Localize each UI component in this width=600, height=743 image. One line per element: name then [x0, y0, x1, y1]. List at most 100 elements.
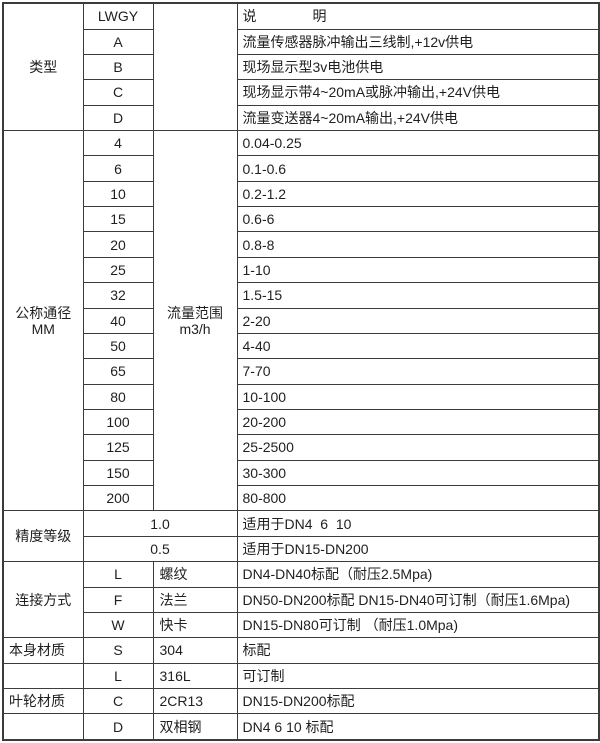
table-row: 0.5 适用于DN15-DN200: [3, 535, 600, 563]
desc-cell: 现场显示带4~20mA或脉冲输出,+24V供电: [236, 79, 600, 106]
table-row: F 法兰 DN50-DN200标配 DN15-DN40可订制（耐压1.6Mpa): [3, 586, 600, 613]
desc-cell: 0.04-0.25: [236, 130, 600, 157]
table-row: 6 0.1-0.6: [3, 155, 600, 182]
desc-cell: 80-800: [236, 485, 600, 512]
table-row: 25 1-10: [3, 256, 600, 284]
code-cell: S: [82, 637, 154, 664]
table-row: 50 4-40: [3, 332, 600, 360]
header-desc-cell: 说 明: [236, 2, 600, 30]
desc-cell: 适用于DN4 6 10: [236, 510, 600, 537]
code-cell: 200: [82, 485, 154, 512]
desc-cell: DN15-DN80可订制 （耐压1.0Mpa): [236, 611, 600, 639]
code-cell: L: [82, 561, 154, 588]
code-cell: 125: [82, 434, 154, 461]
name-cell: 304: [152, 637, 238, 664]
table-row: 32 1.5-15: [3, 282, 600, 309]
desc-cell: 0.6-6: [236, 206, 600, 233]
table-row: 本身材质 S 304 标配: [2, 637, 600, 664]
connection-section-label: 连接方式: [2, 561, 84, 639]
code-cell: 65: [82, 358, 154, 385]
code-cell: 25: [82, 256, 154, 284]
table-row: B 现场显示型3v电池供电: [3, 53, 600, 81]
table-row: 公称通径 MM 4 流量范围 m3/h 0.04-0.25: [2, 130, 600, 512]
table-row: 125 25-2500: [3, 434, 600, 461]
code-cell: B: [82, 53, 154, 81]
table-row: 叶轮材质 C 2CR13 DN15-DN200标配: [2, 687, 600, 715]
table-row: 10 0.2-1.2: [3, 180, 600, 208]
desc-cell: 7-70: [236, 358, 600, 385]
type-empty-cell: [152, 2, 238, 132]
table-row: L 316L 可订制: [2, 662, 600, 689]
desc-cell: DN15-DN200标配: [236, 687, 600, 715]
code-cell: 100: [82, 408, 154, 436]
impeller-material-label: 叶轮材质: [2, 687, 84, 715]
name-cell: 2CR13: [152, 687, 238, 715]
desc-cell: 4-40: [236, 332, 600, 360]
table-row: 150 30-300: [3, 459, 600, 487]
table-row: 40 2-20: [3, 307, 600, 334]
code-cell: 15: [82, 206, 154, 233]
desc-cell: 现场显示型3v电池供电: [236, 53, 600, 81]
table-row: A 流量传感器脉冲输出三线制,+12v供电: [3, 28, 600, 55]
code-cell: C: [82, 687, 154, 715]
code-cell: 20: [82, 231, 154, 258]
code-cell: F: [82, 586, 154, 613]
flow-range-line2: m3/h: [179, 320, 211, 337]
code-cell: 50: [82, 332, 154, 360]
desc-cell: 流量传感器脉冲输出三线制,+12v供电: [236, 28, 600, 55]
accuracy-section-label: 精度等级: [2, 510, 84, 563]
table-row: 15 0.6-6: [3, 206, 600, 233]
desc-cell: 可订制: [236, 662, 600, 689]
desc-cell: DN4 6 10 标配: [236, 713, 600, 741]
code-cell: 6: [82, 155, 154, 182]
desc-cell: 0.8-8: [236, 231, 600, 258]
code-cell: D: [82, 713, 154, 741]
table-row: 连接方式 L 螺纹 DN4-DN40标配（耐压2.5Mpa): [2, 561, 600, 639]
code-cell: 32: [82, 282, 154, 309]
table-row: 80 10-100: [3, 383, 600, 410]
code-cell: L: [82, 662, 154, 689]
code-cell: W: [82, 611, 154, 639]
flow-range-line1: 流量范围: [167, 304, 223, 321]
code-cell: C: [82, 79, 154, 106]
table-row: C 现场显示带4~20mA或脉冲输出,+24V供电: [3, 79, 600, 106]
diameter-label-line1: 公称通径: [15, 304, 72, 321]
desc-cell: 1.5-15: [236, 282, 600, 309]
name-cell: 快卡: [152, 611, 238, 639]
code-cell: 10: [82, 180, 154, 208]
type-section-label: 类型: [2, 2, 84, 132]
table-row: W 快卡 DN15-DN80可订制 （耐压1.0Mpa): [3, 611, 600, 639]
code-cell: A: [82, 28, 154, 55]
name-cell: 316L: [152, 662, 238, 689]
desc-cell: 流量变送器4~20mA输出,+24V供电: [236, 104, 600, 132]
table-row: 精度等级 1.0 适用于DN4 6 10: [2, 510, 600, 563]
table-row: 100 20-200: [3, 408, 600, 436]
desc-cell: 25-2500: [236, 434, 600, 461]
desc-cell: DN50-DN200标配 DN15-DN40可订制（耐压1.6Mpa): [236, 586, 600, 613]
code-cell: 40: [82, 307, 154, 334]
flow-range-label: 流量范围 m3/h: [152, 130, 238, 512]
desc-cell: 标配: [236, 637, 600, 664]
header-code-cell: LWGY: [82, 2, 154, 30]
table-row: 20 0.8-8: [3, 231, 600, 258]
desc-cell: 20-200: [236, 408, 600, 436]
desc-cell: 适用于DN15-DN200: [236, 535, 600, 563]
name-cell: 双相钢: [152, 713, 238, 741]
desc-cell: 0.1-0.6: [236, 155, 600, 182]
table-row: 200 80-800: [3, 485, 600, 512]
desc-cell: 1-10: [236, 256, 600, 284]
code-cell: 80: [82, 383, 154, 410]
table-row: 65 7-70: [3, 358, 600, 385]
desc-cell: 2-20: [236, 307, 600, 334]
desc-cell: 30-300: [236, 459, 600, 487]
accuracy-value-cell: 0.5: [82, 535, 238, 563]
code-cell: 150: [82, 459, 154, 487]
diameter-label-line2: MM: [31, 320, 55, 337]
table-row: D 流量变送器4~20mA输出,+24V供电: [3, 104, 600, 132]
table-row: 类型 LWGY 说 明: [2, 2, 600, 132]
diameter-section-label: 公称通径 MM: [2, 130, 84, 512]
desc-cell: 10-100: [236, 383, 600, 410]
empty-label-cell: [2, 662, 84, 689]
code-cell: D: [82, 104, 154, 132]
name-cell: 螺纹: [152, 561, 238, 588]
